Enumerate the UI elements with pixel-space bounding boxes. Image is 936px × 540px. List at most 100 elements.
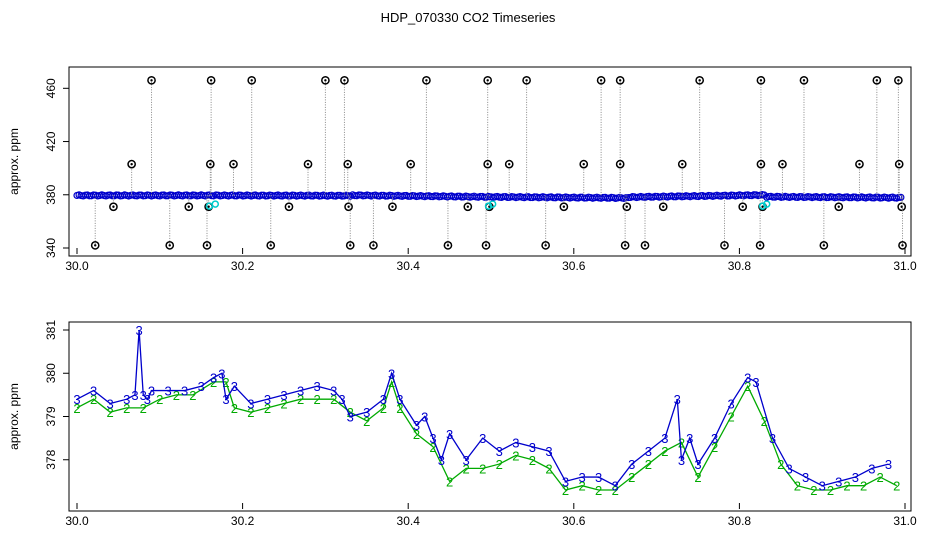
spike-high-point xyxy=(756,75,766,85)
spike-403-point xyxy=(615,159,625,169)
top-y-tick-label: 460 xyxy=(44,78,58,98)
series-2-marker: 2 xyxy=(446,474,453,489)
series-3-marker: 3 xyxy=(181,384,188,399)
series-2-marker: 2 xyxy=(744,379,751,394)
series-2-marker: 2 xyxy=(413,427,420,442)
series-3-marker: 3 xyxy=(674,392,681,407)
spike-high-point xyxy=(695,75,705,85)
chart-title: HDP_070330 CO2 Timeseries xyxy=(381,10,556,25)
series-2-marker: 2 xyxy=(843,479,850,494)
bottom-y-axis: 378 379 380 381 xyxy=(44,320,69,470)
spike-370-point xyxy=(463,202,473,212)
series-3-marker: 3 xyxy=(140,388,147,403)
series-3-marker: 3 xyxy=(868,461,875,476)
series-2-marker: 2 xyxy=(810,483,817,498)
series-3-marker: 3 xyxy=(645,444,652,459)
series-2-marker: 2 xyxy=(73,401,80,416)
top-ylabel: approx. ppm xyxy=(7,128,21,195)
series-2-marker: 2 xyxy=(777,457,784,472)
series-3-marker: 3 xyxy=(148,384,155,399)
spike-370-point-center xyxy=(287,205,291,208)
series-3-marker: 3 xyxy=(819,479,826,494)
series-2-marker: 2 xyxy=(264,401,271,416)
spike-342-point xyxy=(620,240,630,250)
series-3-marker: 3 xyxy=(247,397,254,412)
baseline-segment xyxy=(624,190,768,202)
spike-high-point xyxy=(615,75,625,85)
series-3-marker: 3 xyxy=(769,431,776,446)
spike-342-point xyxy=(755,240,765,250)
spike-342-point-center xyxy=(94,244,97,247)
spike-342-point xyxy=(369,240,378,250)
series-2-marker: 2 xyxy=(123,401,130,416)
spike-342-point xyxy=(541,240,550,250)
cyan-point xyxy=(211,200,220,208)
series-3-marker: 3 xyxy=(512,435,519,450)
spike-342-point xyxy=(720,240,729,250)
series-2-marker: 2 xyxy=(363,414,370,429)
series-3-marker: 3 xyxy=(446,427,453,442)
series-3-marker: 3 xyxy=(380,392,387,407)
spike-high-point xyxy=(147,75,156,85)
spike-403-point xyxy=(855,159,864,169)
spike-high-point-center xyxy=(525,79,528,82)
series-2-marker: 2 xyxy=(529,453,536,468)
spike-370-point-center xyxy=(347,205,350,208)
baseline-segment xyxy=(212,191,354,200)
cyan-point xyxy=(488,200,497,208)
spike-403-point-center xyxy=(781,162,784,166)
series-3-line xyxy=(76,329,889,487)
bottom-x-tick-label: 31.0 xyxy=(893,514,917,528)
spike-342-point-center xyxy=(901,244,904,247)
series-3-marker: 3 xyxy=(413,418,420,433)
series-3-marker: 3 xyxy=(338,392,345,407)
spike-high-point-center xyxy=(698,79,701,82)
spike-403-point xyxy=(756,159,766,169)
bottom-plot-frame xyxy=(68,321,912,512)
series-3-marker: 3 xyxy=(612,479,619,494)
series-3-marker: 3 xyxy=(429,431,436,446)
top-x-tick-label: 31.0 xyxy=(893,259,917,273)
top-y-tick-label: 420 xyxy=(44,131,58,151)
spike-342-point-center xyxy=(446,244,450,247)
top-x-tick-label: 30.6 xyxy=(562,259,586,273)
series-2-marker: 2 xyxy=(463,461,470,476)
baseline-point xyxy=(622,194,630,202)
series-2-marker: 2 xyxy=(827,483,834,498)
top-x-tick-label: 30.8 xyxy=(728,259,752,273)
spike-403-point xyxy=(127,159,136,169)
spike-342-point-center xyxy=(758,244,762,247)
series-2-marker: 2 xyxy=(140,401,147,416)
series-3-marker: 3 xyxy=(131,388,138,403)
spike-370-point-center xyxy=(761,205,764,208)
spike-403-point-center xyxy=(858,162,861,166)
spike-403-point-center xyxy=(618,162,622,166)
series-2-marker: 2 xyxy=(280,397,287,412)
top-x-tick-label: 30.4 xyxy=(397,259,421,273)
series-3-marker: 3 xyxy=(314,379,321,394)
spike-high-point-center xyxy=(897,79,900,82)
spike-high-point-center xyxy=(486,79,489,82)
spike-403-point-center xyxy=(582,162,585,166)
spike-342-point-center xyxy=(643,244,647,247)
spike-high-point-center xyxy=(802,79,806,82)
series-3-marker: 3 xyxy=(835,474,842,489)
spike-342-point xyxy=(898,240,907,250)
spike-403-point-center xyxy=(681,162,684,166)
series-3-marker: 3 xyxy=(396,392,403,407)
spike-370-point-center xyxy=(562,205,566,208)
series-2-marker: 2 xyxy=(562,483,569,498)
bottom-y-tick-label: 380 xyxy=(44,363,58,383)
series-3-marker: 3 xyxy=(628,457,635,472)
spike-403-point-center xyxy=(898,162,901,166)
spike-342-point-center xyxy=(372,244,375,247)
series-3-marker: 3 xyxy=(107,397,114,412)
spike-high-point xyxy=(522,75,531,85)
series-2-marker: 2 xyxy=(545,461,552,476)
series-2-marker: 2 xyxy=(612,483,619,498)
spike-403-point xyxy=(406,159,416,169)
series-3-marker: 3 xyxy=(496,444,503,459)
